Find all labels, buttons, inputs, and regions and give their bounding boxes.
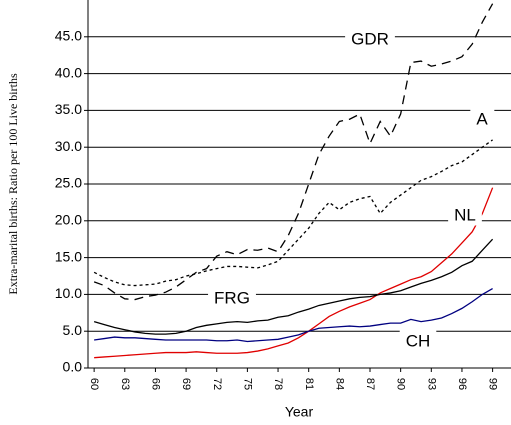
label-background [470, 108, 495, 130]
x-tick-label: 93 [425, 378, 437, 390]
x-tick-label: 96 [456, 378, 468, 390]
series-line [94, 287, 493, 343]
x-tick-label: 84 [333, 378, 345, 390]
x-tick-label: 78 [272, 378, 284, 390]
x-tick-label: 69 [180, 378, 192, 390]
y-tick-label: 25.0 [55, 175, 82, 191]
y-tick-label: 15.0 [55, 248, 82, 264]
series-line [93, 238, 494, 335]
x-tick-label: 99 [487, 378, 499, 390]
x-tick-label: 75 [241, 378, 253, 390]
label-background [345, 28, 395, 50]
x-tick-label: 87 [364, 378, 376, 390]
label-background [448, 204, 482, 226]
y-tick-label: 10.0 [55, 285, 82, 301]
series-label: CH [406, 331, 431, 350]
x-tick-label: 63 [119, 378, 131, 390]
y-tick-label: 45.0 [55, 28, 82, 44]
x-axis-title: Year [285, 404, 314, 420]
series-label: FRG [214, 288, 250, 307]
label-background [208, 287, 256, 309]
y-tick-label: 35.0 [55, 101, 82, 117]
x-tick-label: 72 [211, 378, 223, 390]
y-tick-label: 20.0 [55, 212, 82, 228]
x-tick-label: 81 [303, 378, 315, 390]
x-tick-label: 66 [150, 378, 162, 390]
x-tick-label: 90 [395, 378, 407, 390]
y-tick-label: 5.0 [63, 322, 83, 338]
series-label: NL [454, 205, 476, 224]
series-label: GDR [351, 29, 389, 48]
y-tick-label: 0.0 [63, 359, 83, 375]
x-tick-label: 60 [88, 378, 100, 390]
series-line [94, 187, 494, 359]
y-tick-label: 30.0 [55, 138, 82, 154]
label-background [399, 330, 437, 352]
series-line [93, 139, 493, 287]
series-line [93, 3, 494, 301]
series-label: A [476, 109, 488, 128]
y-axis-title: Extra-marital births: Ratio per 100 Live… [6, 73, 20, 295]
y-tick-label: 40.0 [55, 64, 82, 80]
